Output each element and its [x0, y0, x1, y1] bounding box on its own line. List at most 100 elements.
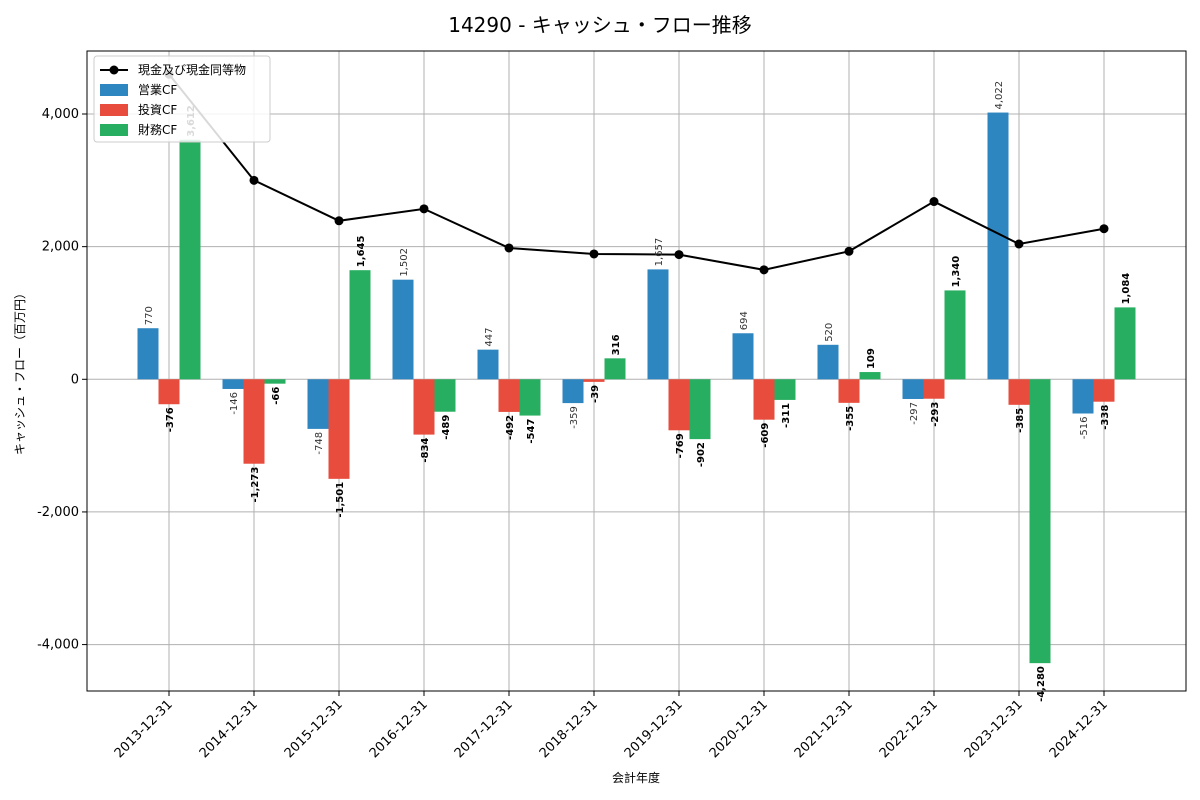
y-axis: -4,000 -2,000 0 2,000 4,000: [37, 107, 87, 653]
cash-balance-point: [1099, 224, 1109, 234]
bar-financing: [859, 372, 881, 380]
cash-balance-point: [419, 204, 429, 214]
legend-bar-swatch: [100, 84, 128, 96]
bar-investing: [1093, 379, 1115, 402]
cash-balance-point: [589, 249, 599, 259]
bar-financing: [774, 379, 796, 400]
grid-lines: [87, 51, 1186, 691]
bar-value-label: -516: [1079, 417, 1090, 440]
cash-balance-point: [929, 197, 939, 207]
bar-series: [137, 112, 1136, 664]
cash-balance-point: [334, 216, 344, 226]
x-tick-label: 2024-12-31: [1047, 697, 1111, 761]
bar-value-label: 316: [611, 334, 622, 355]
bar-value-label: 1,645: [356, 236, 367, 268]
bar-value-label: 109: [866, 348, 877, 369]
bar-value-label: 520: [824, 323, 835, 342]
legend-label: 営業CF: [138, 83, 177, 97]
bar-value-label: 770: [144, 306, 155, 325]
legend-box: [93, 55, 271, 143]
bar-investing: [753, 379, 775, 420]
bar-investing: [498, 379, 520, 412]
data-labels: 770 -146 -748 1,502 447 -359 1,657 694 520 -297 4,…: [144, 81, 1132, 702]
bar-investing: [583, 379, 605, 382]
bar-value-label: -1,273: [250, 467, 261, 503]
bar-value-label: -902: [696, 442, 707, 467]
bar-investing: [1008, 379, 1030, 405]
y-axis-label: キャッシュ・フロー（百万円）: [13, 287, 27, 455]
legend-marker: [109, 65, 119, 75]
bar-value-label: -338: [1100, 405, 1111, 430]
y-tick-label: 0: [71, 372, 79, 387]
bar-value-label: -355: [845, 406, 856, 431]
bar-value-label: -385: [1015, 408, 1026, 433]
bar-investing: [838, 379, 860, 403]
y-tick-label: 2,000: [42, 240, 79, 255]
bar-operating: [1072, 379, 1094, 414]
bar-financing: [604, 358, 626, 380]
x-tick-label: 2016-12-31: [367, 697, 431, 761]
bar-value-label: -311: [781, 403, 792, 428]
bar-investing: [923, 379, 945, 399]
bar-financing: [1114, 307, 1136, 380]
bar-financing: [349, 270, 371, 380]
plot-frame: [86, 50, 1187, 692]
bar-operating: [987, 112, 1009, 380]
bar-investing: [413, 379, 435, 435]
bar-value-label: -359: [569, 406, 580, 429]
bar-value-label: 1,340: [951, 256, 962, 288]
bar-value-label: -489: [441, 415, 452, 440]
cash-balance-point: [759, 265, 769, 275]
x-tick-label: 2017-12-31: [452, 697, 516, 761]
bar-investing: [243, 379, 265, 464]
bar-financing: [944, 290, 966, 380]
bar-operating: [562, 379, 584, 404]
bar-value-label: -146: [229, 392, 240, 415]
bar-operating: [477, 349, 499, 380]
bar-value-label: -39: [590, 385, 601, 403]
x-tick-label: 2013-12-31: [112, 697, 176, 761]
bar-value-label: -297: [909, 402, 920, 425]
bar-value-label: -492: [505, 415, 516, 440]
bar-operating: [307, 379, 329, 429]
cash-balance-point: [1014, 239, 1024, 249]
chart-title: 14290 - キャッシュ・フロー推移: [448, 13, 752, 37]
bar-value-label: -547: [526, 419, 537, 444]
y-tick-label: 4,000: [42, 107, 79, 122]
cash-balance-point: [504, 243, 514, 253]
bar-value-label: -293: [930, 402, 941, 427]
bar-value-label: 1,657: [654, 238, 665, 267]
cash-balance-point: [844, 246, 854, 256]
bar-operating: [817, 344, 839, 380]
bar-financing: [434, 379, 456, 412]
bar-operating: [902, 379, 924, 399]
line-series: [164, 69, 1109, 275]
bar-financing: [519, 379, 541, 416]
bar-value-label: -66: [271, 387, 282, 405]
y-tick-label: -2,000: [37, 505, 79, 520]
bar-value-label: 1,502: [399, 248, 410, 277]
bar-financing: [689, 379, 711, 440]
x-tick-label: 2015-12-31: [282, 697, 346, 761]
bar-investing: [328, 379, 350, 479]
bar-value-label: -1,501: [335, 482, 346, 518]
bar-operating: [392, 279, 414, 380]
bar-operating: [222, 379, 244, 389]
bar-value-label: -769: [675, 433, 686, 458]
bar-value-label: -834: [420, 438, 431, 463]
bar-value-label: 694: [739, 311, 750, 330]
legend-label: 財務CF: [138, 122, 177, 137]
x-tick-label: 2019-12-31: [622, 697, 686, 761]
x-tick-label: 2020-12-31: [707, 697, 771, 761]
x-tick-label: 2022-12-31: [877, 697, 941, 761]
cash-balance-point: [674, 250, 684, 260]
bar-value-label: -609: [760, 423, 771, 448]
bar-financing: [179, 139, 201, 380]
cash-balance-point: [249, 175, 259, 185]
bar-financing: [1029, 379, 1051, 664]
bar-operating: [732, 333, 754, 380]
y-tick-label: -4,000: [37, 638, 79, 653]
bar-investing: [158, 379, 180, 405]
